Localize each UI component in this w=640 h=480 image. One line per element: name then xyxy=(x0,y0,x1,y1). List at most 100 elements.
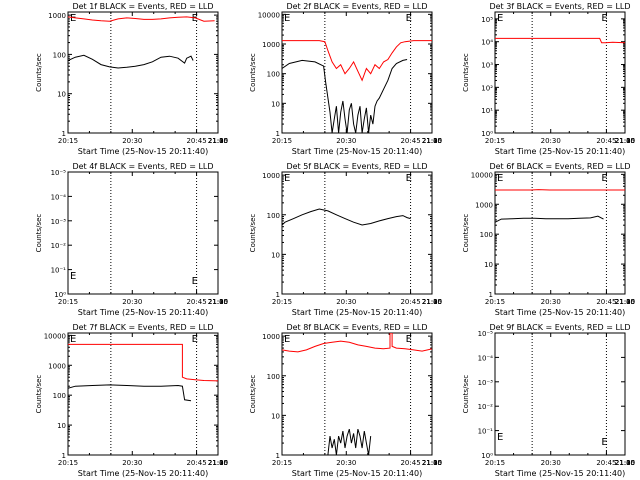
x-tick-label: 20:30 xyxy=(336,459,356,467)
x-tick-label: 20:15 xyxy=(485,298,505,306)
y-axis-label: Counts/sec xyxy=(35,53,43,92)
series-group xyxy=(282,333,432,455)
event-marker-e: E xyxy=(601,437,607,448)
event-marker-e: E xyxy=(284,334,290,345)
x-tick-label: 21:30 xyxy=(422,137,442,145)
chart-panel-1: Det 1f BLACK = Events, RED = LLD Start Ti… xyxy=(35,2,228,156)
chart-title: Det 5f BLACK = Events, RED = LLD xyxy=(286,162,427,171)
x-tick-label: 21:30 xyxy=(615,137,635,145)
x-tick-label: 21:15 xyxy=(422,298,442,306)
event-marker-e: E xyxy=(284,13,290,24)
event-marker-e: E xyxy=(70,334,76,345)
event-marker-e: E xyxy=(406,13,412,24)
x-tick-label: 21:00 xyxy=(422,459,442,467)
y-tick-label: 1 xyxy=(276,130,280,138)
y-tick-label: 10 xyxy=(57,422,66,430)
chart-title: Det 2f BLACK = Events, RED = LLD xyxy=(286,2,427,11)
x-tick-label: 21:45 xyxy=(422,137,442,145)
y-tick-label: 10² xyxy=(481,84,493,92)
x-tick-label: 21:15 xyxy=(208,137,228,145)
series-line-lld-red xyxy=(495,37,625,44)
y-axis-label: Counts/sec xyxy=(35,214,43,253)
x-tick-label: 21:15 xyxy=(422,459,442,467)
y-tick-label: 100 xyxy=(53,51,66,59)
y-axis-label: Counts/sec xyxy=(462,214,470,253)
x-axis-label: Start Time (25-Nov-15 20:11:40) xyxy=(292,469,422,478)
series-line-events-black xyxy=(68,384,192,402)
x-axis-label: Start Time (25-Nov-15 20:11:40) xyxy=(495,147,625,156)
event-marker-e: E xyxy=(497,13,503,24)
y-tick-label: 10 xyxy=(484,261,493,269)
y-tick-label: 10 xyxy=(271,251,280,259)
x-tick-label: 21:45 xyxy=(615,137,635,145)
event-marker-e: E xyxy=(601,173,607,184)
x-tick-label: 21:15 xyxy=(615,298,635,306)
y-tick-label: 10⁻⁴ xyxy=(51,193,67,201)
chart-title: Det 1f BLACK = Events, RED = LLD xyxy=(72,2,213,11)
y-axis-label: Counts/sec xyxy=(35,375,43,414)
y-tick-label: 10⁵ xyxy=(481,16,493,24)
chart-panel-4: Det 4f BLACK = Events, RED = LLD Start Ti… xyxy=(35,162,228,317)
plot-frame xyxy=(494,171,626,295)
series-group xyxy=(495,37,625,97)
x-tick-label: 20:30 xyxy=(541,459,561,467)
event-marker-e: E xyxy=(192,276,198,287)
plot-frame xyxy=(281,332,433,456)
x-tick-label: 21:00 xyxy=(422,137,442,145)
y-tick-label: 100 xyxy=(267,212,280,220)
series-line-events-black xyxy=(68,54,194,70)
event-marker-e: E xyxy=(70,13,76,24)
y-axis-label: Counts/sec xyxy=(249,214,257,253)
series-line-events-black xyxy=(282,59,408,133)
y-tick-label: 10000 xyxy=(471,171,493,179)
y-axis-label: Counts/sec xyxy=(462,53,470,92)
plot-frame xyxy=(67,332,219,456)
x-tick-label: 21:00 xyxy=(208,298,228,306)
y-tick-label: 1 xyxy=(62,130,66,138)
series-line-lld-red xyxy=(282,40,432,82)
chart-panel-7: Det 7f BLACK = Events, RED = LLD Start Ti… xyxy=(35,323,228,478)
series-line-events-black xyxy=(495,215,604,229)
y-tick-label: 1000 xyxy=(262,41,280,49)
plot-frame xyxy=(67,171,219,295)
plot-frame xyxy=(494,332,626,456)
y-tick-label: 10⁰ xyxy=(481,452,493,460)
x-tick-label: 21:30 xyxy=(208,137,228,145)
y-tick-label: 10⁴ xyxy=(481,39,493,47)
x-tick-label: 21:00 xyxy=(615,459,635,467)
x-tick-label: 20:30 xyxy=(541,298,561,306)
x-tick-label: 21:15 xyxy=(208,298,228,306)
y-tick-label: 100 xyxy=(267,71,280,79)
series-group xyxy=(68,16,215,70)
x-tick-label: 20:15 xyxy=(272,459,292,467)
series-group xyxy=(495,189,625,229)
x-tick-label: 21:45 xyxy=(422,298,442,306)
x-tick-label: 20:15 xyxy=(58,298,78,306)
chart-panel-2: Det 2f BLACK = Events, RED = LLD Start Ti… xyxy=(249,2,442,156)
x-tick-label: 21:15 xyxy=(208,459,228,467)
x-axis-label: Start Time (25-Nov-15 20:11:40) xyxy=(292,147,422,156)
x-tick-label: 21:00 xyxy=(615,298,635,306)
y-tick-label: 10⁻¹ xyxy=(51,267,67,275)
y-tick-label: 10¹ xyxy=(481,107,493,115)
x-axis-label: Start Time (25-Nov-15 20:11:40) xyxy=(78,147,208,156)
event-marker-e: E xyxy=(497,173,503,184)
x-tick-label: 20:30 xyxy=(541,137,561,145)
y-tick-label: 1000 xyxy=(262,333,280,341)
chart-title: Det 8f BLACK = Events, RED = LLD xyxy=(286,323,427,332)
x-tick-label: 21:45 xyxy=(208,298,228,306)
event-marker-e: E xyxy=(497,432,503,443)
x-axis-label: Start Time (25-Nov-15 20:11:40) xyxy=(495,469,625,478)
event-marker-e: E xyxy=(601,13,607,24)
y-axis-label: Counts/sec xyxy=(249,53,257,92)
event-marker-e: E xyxy=(70,271,76,282)
series-line-lld-red xyxy=(68,343,218,382)
y-tick-label: 1 xyxy=(276,291,280,299)
x-tick-label: 21:00 xyxy=(422,298,442,306)
x-tick-label: 20:15 xyxy=(485,459,505,467)
y-tick-label: 1000 xyxy=(262,172,280,180)
x-tick-label: 20:45 xyxy=(186,459,206,467)
x-tick-label: 21:15 xyxy=(615,137,635,145)
x-tick-label: 21:30 xyxy=(422,298,442,306)
